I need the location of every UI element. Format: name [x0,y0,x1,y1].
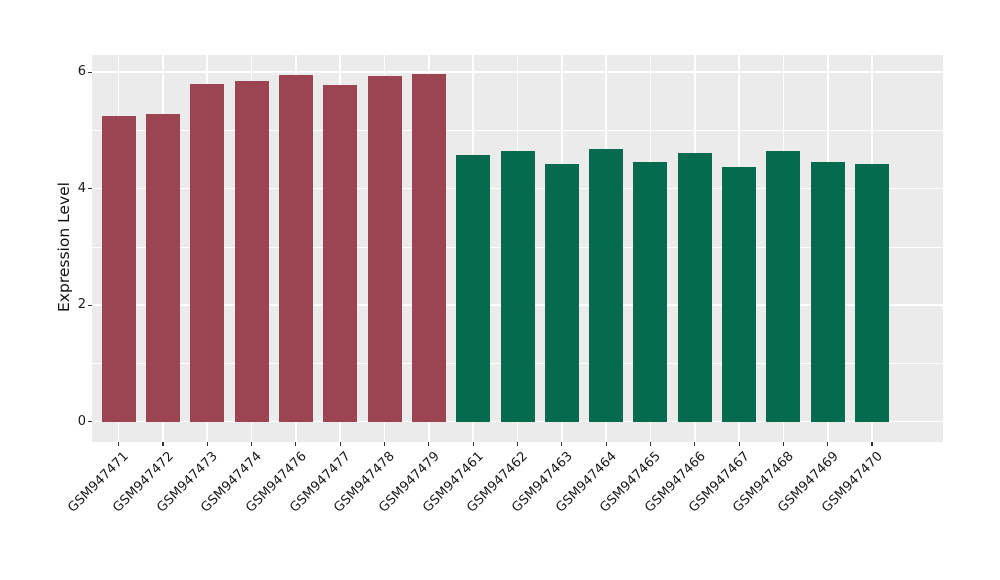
x-tick-mark [561,442,563,446]
y-tick-label: 4 [77,180,86,196]
y-tick-label: 2 [77,297,86,313]
bar-GSM947477 [323,85,358,422]
x-tick-mark [295,442,297,446]
y-tick-label: 6 [77,64,86,80]
x-tick-mark [738,442,740,446]
y-tick-mark [88,304,92,306]
bar-GSM947465 [633,162,668,422]
y-tick-label: 0 [77,413,86,429]
x-tick-mark [782,442,785,446]
x-tick-mark [250,442,253,446]
bar-GSM947464 [589,149,624,422]
x-tick-mark [383,442,386,446]
bar-GSM947474 [234,80,269,422]
x-tick-mark [162,442,164,446]
x-tick-mark [605,442,607,446]
x-tick-mark [694,442,696,446]
y-tick-mark [88,188,92,190]
bar-GSM947470 [855,164,890,422]
x-tick-mark [428,442,430,446]
bar-GSM947461 [456,155,491,422]
x-tick-mark [827,442,829,446]
x-tick-mark [472,442,474,446]
x-tick-mark [339,442,341,446]
x-tick-mark [206,442,208,446]
bar-GSM947466 [677,153,712,422]
bar-GSM947469 [810,162,845,422]
bar-GSM947462 [500,151,535,422]
plot-panel [92,55,943,442]
bar-GSM947476 [278,75,313,422]
bar-GSM947467 [722,167,757,422]
bar-GSM947463 [544,164,579,422]
y-axis-title: Expression Level [55,182,73,312]
bar-GSM947468 [766,151,801,422]
y-tick-mark [88,71,92,73]
bar-GSM947471 [101,115,136,422]
x-tick-mark [516,442,519,446]
x-tick-mark [649,442,652,446]
x-tick-mark [871,442,873,446]
y-tick-mark [88,421,92,423]
x-tick-mark [117,442,120,446]
bar-GSM947479 [411,73,446,422]
bar-GSM947472 [145,113,180,422]
bar-GSM947473 [190,84,225,422]
bar-GSM947478 [367,75,402,422]
